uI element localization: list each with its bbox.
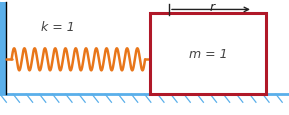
Text: k = 1: k = 1 bbox=[41, 21, 75, 34]
Text: m = 1: m = 1 bbox=[189, 48, 227, 60]
Bar bbox=[0, 3, 6, 94]
Bar bbox=[150, 14, 266, 94]
Text: r: r bbox=[210, 1, 215, 14]
